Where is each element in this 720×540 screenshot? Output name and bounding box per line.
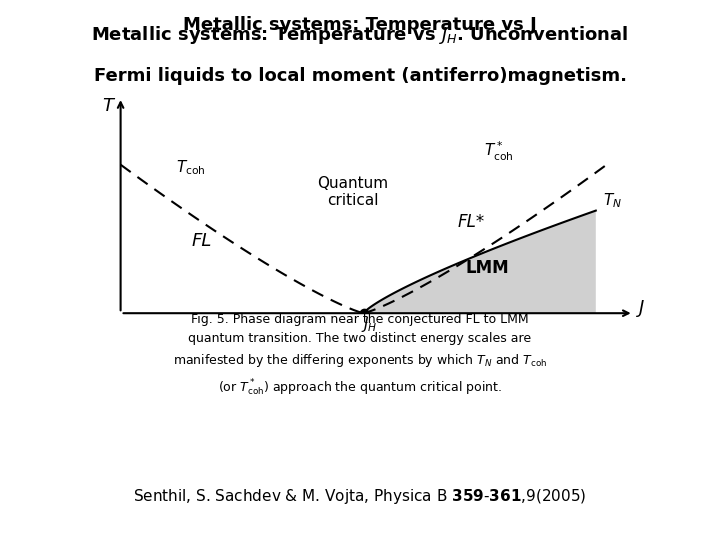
- Text: $J_H$: $J_H$: [361, 315, 377, 334]
- Text: LMM: LMM: [466, 259, 510, 276]
- Text: Metallic systems: Temperature vs $J_H$. Unconventional: Metallic systems: Temperature vs $J_H$. …: [91, 24, 629, 46]
- Text: $T^*_{\rm coh}$: $T^*_{\rm coh}$: [484, 140, 513, 163]
- Text: Metallic systems: Temperature vs J: Metallic systems: Temperature vs J: [183, 16, 537, 34]
- Text: FL: FL: [192, 232, 212, 249]
- Polygon shape: [364, 211, 596, 313]
- Text: Fermi liquids to local moment (antiferro)magnetism.: Fermi liquids to local moment (antiferro…: [94, 67, 626, 85]
- Text: $T_{\rm coh}$: $T_{\rm coh}$: [176, 159, 206, 178]
- Text: J: J: [639, 299, 644, 317]
- Text: FL*: FL*: [458, 213, 485, 231]
- Text: $T$: $T$: [102, 97, 116, 114]
- Text: $T_N$: $T_N$: [603, 191, 621, 210]
- Text: Fig. 5. Phase diagram near the conjectured FL to LMM
quantum transition. The two: Fig. 5. Phase diagram near the conjectur…: [173, 313, 547, 398]
- Text: Senthil, S. Sachdev & M. Vojta, Physica B $\mathbf{359\text{-}361}$,9(2005): Senthil, S. Sachdev & M. Vojta, Physica …: [133, 487, 587, 507]
- Text: Quantum
critical: Quantum critical: [318, 176, 388, 208]
